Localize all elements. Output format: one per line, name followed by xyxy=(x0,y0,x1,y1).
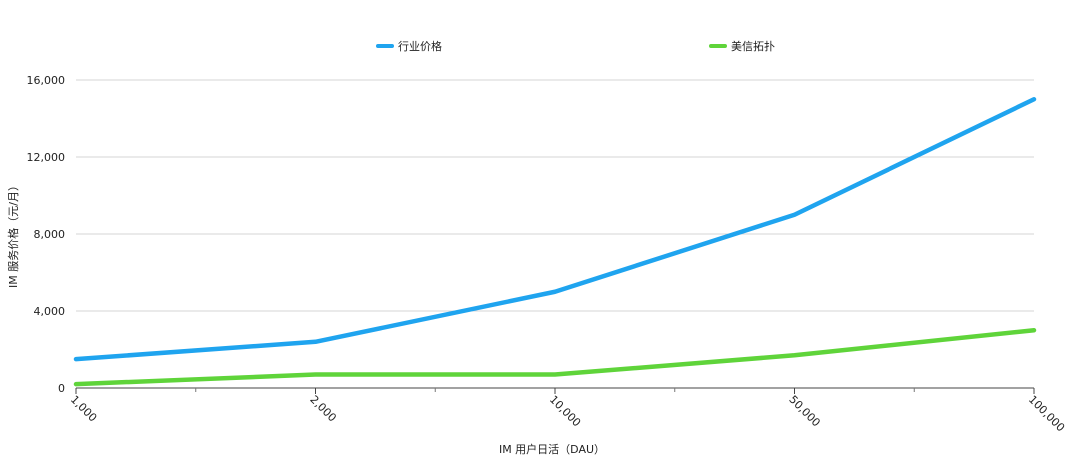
legend-label: 行业价格 xyxy=(398,39,442,53)
series-line-2 xyxy=(76,330,1034,384)
y-tick-label: 0 xyxy=(58,382,65,395)
x-tick-label: 50,000 xyxy=(786,393,822,429)
y-axis-title: IM 服务价格（元/月） xyxy=(6,180,20,288)
x-tick-label: 2,000 xyxy=(307,393,338,424)
y-tick-label: 16,000 xyxy=(27,74,66,87)
x-tick-label: 100,000 xyxy=(1026,393,1067,434)
y-tick-label: 12,000 xyxy=(27,151,66,164)
legend-item: 美信拓扑 xyxy=(711,39,775,53)
x-axis-title: IM 用户日活（DAU） xyxy=(499,442,605,456)
x-tick-label: 10,000 xyxy=(547,393,583,429)
x-tick-label: 1,000 xyxy=(68,393,99,424)
series-line-1 xyxy=(76,99,1034,359)
series-lines xyxy=(76,99,1034,384)
y-tick-label: 8,000 xyxy=(34,228,66,241)
y-tick-label: 4,000 xyxy=(34,305,66,318)
legend-item: 行业价格 xyxy=(378,39,442,53)
gridlines xyxy=(76,80,1034,311)
legend-label: 美信拓扑 xyxy=(731,39,775,53)
legend: 行业价格 美信拓扑 xyxy=(378,39,775,53)
